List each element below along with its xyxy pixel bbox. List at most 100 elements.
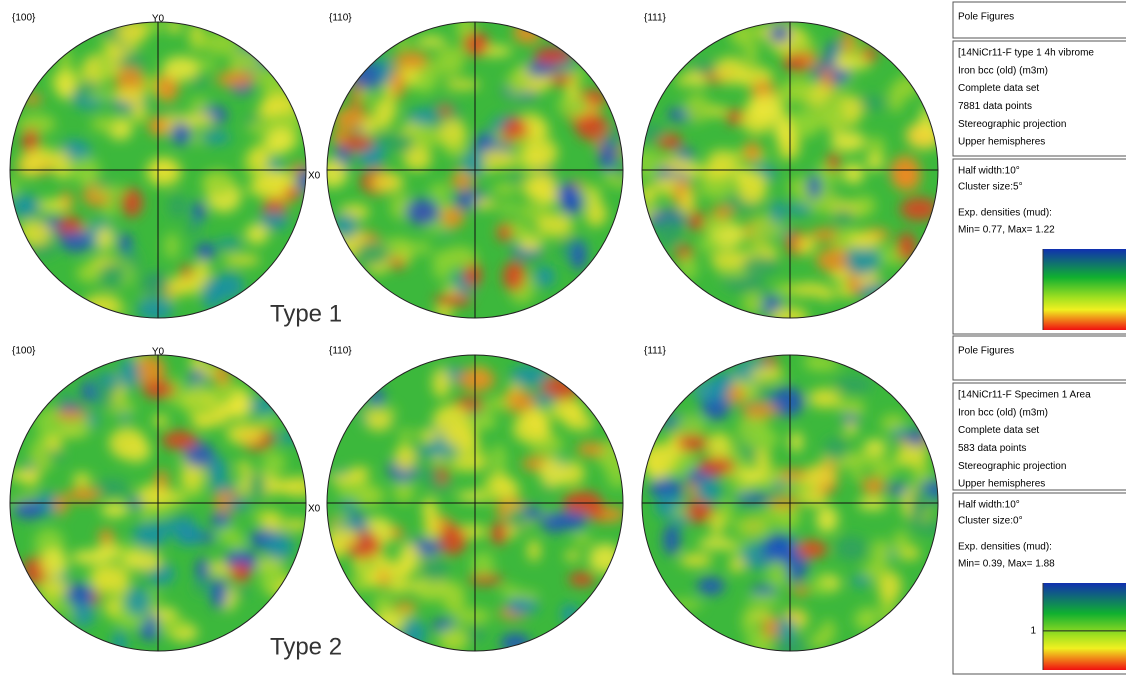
density-blob [372, 594, 394, 615]
density-blob [333, 213, 358, 240]
density-blob [730, 483, 752, 495]
density-blob [420, 466, 441, 485]
density-blob [398, 428, 415, 440]
density-blob [26, 146, 59, 172]
density-blob [394, 445, 417, 472]
density-blob [733, 514, 773, 539]
density-blob [496, 223, 513, 242]
density-blob [173, 522, 204, 546]
density-blob [136, 296, 174, 318]
density-blob [71, 550, 111, 565]
density-blob [741, 403, 779, 419]
density-blob [365, 412, 393, 432]
density-blob [584, 201, 607, 227]
density-blob [400, 618, 427, 650]
density-blob [124, 587, 151, 617]
density-blob [46, 434, 63, 453]
density-blob [728, 557, 746, 573]
density-blob [189, 98, 210, 111]
density-blob [186, 218, 202, 237]
panel-header: Pole Figures [958, 12, 1014, 23]
density-blob [210, 513, 231, 528]
density-blob [654, 217, 683, 248]
density-blob [820, 619, 836, 643]
density-blob [246, 120, 277, 135]
info-line: [14NiCr11-F type 1 4h vibrome [958, 48, 1094, 59]
density-blob [174, 487, 207, 499]
density-blob [123, 550, 163, 571]
density-blob [846, 452, 886, 467]
density-blob [182, 113, 215, 127]
density-blob [780, 77, 815, 103]
density-blob [179, 466, 206, 489]
density-blob [216, 70, 256, 88]
density-blob [510, 136, 532, 147]
density-blob [688, 210, 705, 232]
density-blob [832, 208, 855, 226]
density-blob [97, 262, 126, 287]
density-blob [676, 434, 709, 452]
density-line: Min= 0.77, Max= 1.22 [958, 225, 1055, 236]
density-blob [112, 629, 127, 651]
density-blob [564, 415, 595, 431]
density-blob [389, 526, 404, 539]
density-blob [21, 93, 43, 105]
density-blob [418, 429, 439, 443]
density-blob [562, 401, 586, 420]
density-blob [522, 137, 559, 169]
info-line: Stereographic projection [958, 119, 1066, 130]
density-blob [113, 87, 146, 105]
density-blob [155, 469, 169, 491]
info-line: Upper hemispheres [958, 479, 1045, 490]
density-blob [488, 396, 512, 411]
density-blob [786, 203, 813, 216]
density-blob [348, 466, 371, 479]
pole-title: {100} [12, 13, 36, 24]
density-blob [438, 119, 467, 150]
density-blob [576, 441, 606, 457]
density-blob [807, 174, 822, 200]
density-blob [161, 430, 198, 450]
density-line: Exp. densities (mud): [958, 542, 1052, 553]
density-blob [725, 109, 746, 125]
density-blob [434, 46, 465, 77]
density-blob [90, 116, 119, 132]
density-blob [877, 570, 902, 602]
density-blob [834, 376, 874, 394]
density-blob [195, 557, 210, 584]
density-blob [10, 194, 41, 218]
pole-figure [10, 355, 306, 651]
density-blob [667, 598, 704, 611]
density-map [10, 22, 306, 318]
density-blob [802, 50, 818, 69]
density-blob [210, 577, 228, 609]
density-blob [672, 505, 687, 518]
density-blob [853, 195, 876, 216]
pole-figure [642, 22, 938, 318]
density-blob [234, 586, 249, 597]
info-line: [14NiCr11-F Specimen 1 Area [958, 390, 1091, 401]
density-blob [677, 186, 696, 215]
x-axis-label: X0 [308, 504, 321, 515]
density-blob [118, 357, 140, 390]
density-blob [223, 254, 261, 266]
density-blob [570, 240, 587, 271]
density-blob [251, 174, 287, 199]
density-blob [596, 439, 623, 471]
density-blob [796, 540, 828, 559]
density-blob [694, 478, 722, 504]
density-blob [261, 450, 286, 477]
density-blob [152, 414, 169, 427]
density-blob [439, 105, 452, 117]
density-blob [800, 465, 838, 489]
density-blob [717, 266, 751, 278]
pole-title: {110} [329, 346, 352, 357]
density-blob [506, 70, 528, 97]
density-blob [55, 408, 88, 421]
density-blob [568, 571, 596, 587]
density-blob [749, 93, 784, 122]
density-blob [481, 478, 495, 505]
density-blob [280, 519, 306, 531]
density-blob [500, 633, 531, 651]
density-blob [444, 79, 481, 90]
